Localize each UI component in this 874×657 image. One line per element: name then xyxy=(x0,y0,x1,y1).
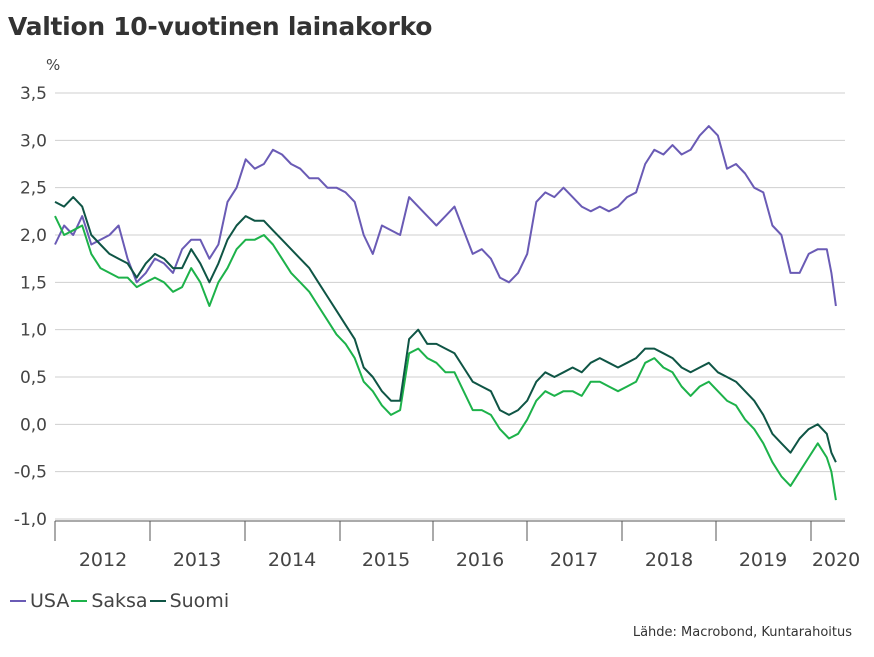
legend-swatch-suomi xyxy=(149,600,166,602)
legend-label-saksa: Saksa xyxy=(91,590,148,612)
x-tick-label: 2014 xyxy=(268,549,316,571)
legend-label-usa: USA xyxy=(30,590,70,612)
y-tick-label: 1,5 xyxy=(20,273,47,293)
y-tick-label: -1,0 xyxy=(14,510,47,530)
legend-item-usa: USA xyxy=(10,590,69,612)
legend: USA Saksa Suomi xyxy=(10,590,231,612)
y-axis-unit: % xyxy=(46,56,61,74)
series-line-usa xyxy=(54,125,837,307)
legend-swatch-saksa xyxy=(71,600,88,602)
y-tick-label: 1,0 xyxy=(20,321,47,341)
y-tick-label: 0,5 xyxy=(20,368,47,388)
legend-item-saksa: Saksa xyxy=(71,590,148,612)
series-line-suomi xyxy=(54,196,837,463)
legend-swatch-usa xyxy=(10,600,26,602)
y-tick-label: 0,0 xyxy=(20,415,47,435)
x-tick-label: 2019 xyxy=(739,549,787,571)
source-note: Lähde: Macrobond, Kuntarahoitus xyxy=(632,625,852,640)
x-tick-label: 2012 xyxy=(79,549,127,571)
y-tick-label: 3,5 xyxy=(20,84,47,104)
series-line-saksa xyxy=(54,215,837,501)
y-tick-label: -0,5 xyxy=(14,463,47,483)
x-tick-label: 2015 xyxy=(362,549,410,571)
y-tick-label: 2,0 xyxy=(20,226,47,246)
chart-title: Valtion 10-vuotinen lainakorko xyxy=(8,12,433,41)
x-tick-label: 2013 xyxy=(173,549,221,571)
x-tick-label: 2018 xyxy=(645,549,693,571)
legend-label-suomi: Suomi xyxy=(169,590,230,612)
y-tick-label: 3,0 xyxy=(20,131,47,151)
x-tick-label: 2020 xyxy=(812,549,860,571)
x-tick-label: 2016 xyxy=(456,549,504,571)
x-tick-label: 2017 xyxy=(550,549,598,571)
y-tick-label: 2,5 xyxy=(20,179,47,199)
legend-item-suomi: Suomi xyxy=(149,590,230,612)
